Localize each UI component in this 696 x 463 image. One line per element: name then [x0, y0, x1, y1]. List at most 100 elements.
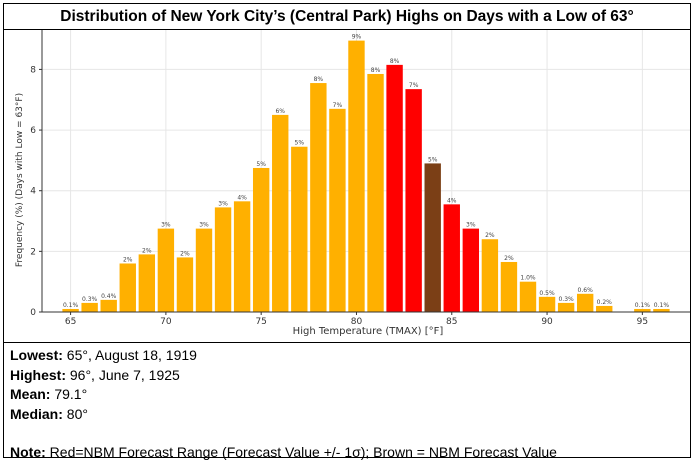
bar-label-70: 3% — [161, 222, 171, 229]
bar-label-73: 3% — [218, 200, 228, 207]
stat-median-value: 80° — [62, 405, 88, 422]
bar-82 — [386, 64, 403, 312]
bar-78 — [310, 83, 327, 312]
figure-frame: Distribution of New York City’s (Central… — [3, 3, 691, 460]
bar-label-85: 4% — [447, 197, 457, 204]
bar-label-67: 0.4% — [101, 293, 117, 300]
x-tick-label: 65 — [65, 317, 76, 327]
stat-lowest-value: 65°, August 18, 1919 — [62, 347, 197, 363]
bar-80 — [348, 40, 365, 313]
stat-lowest: Lowest: 65°, August 18, 1919 — [10, 346, 690, 366]
bar-label-91: 0.3% — [558, 296, 574, 303]
stat-mean-label: Mean: — [10, 386, 51, 403]
bar-label-84: 5% — [428, 156, 438, 163]
x-tick-label: 85 — [446, 317, 457, 327]
bar-label-90: 0.5% — [539, 290, 555, 297]
bar-81 — [367, 73, 384, 312]
bar-label-87: 2% — [485, 232, 495, 239]
x-tick-label: 95 — [637, 317, 648, 327]
bar-86 — [462, 228, 480, 312]
bar-96 — [653, 308, 670, 312]
bar-label-77: 5% — [295, 140, 305, 147]
bar-label-71: 2% — [180, 250, 190, 257]
bar-85 — [443, 204, 460, 312]
bar-label-75: 5% — [256, 161, 266, 168]
bar-labels: 0.1%0.3% 0.4%2%2%3%2%3%3%4%5%6%5%8%7%9%8%… — [63, 34, 669, 309]
bar-label-96: 0.1% — [654, 302, 670, 309]
bar-76 — [272, 114, 289, 313]
bar-label-68: 2% — [123, 256, 133, 263]
bar-70 — [157, 228, 175, 312]
bar-label-79: 7% — [333, 102, 343, 109]
x-tick-label: 70 — [160, 317, 172, 327]
bar-label-93: 0.2% — [597, 299, 613, 306]
x-tick-label: 80 — [351, 317, 363, 327]
bar-79 — [329, 108, 346, 312]
bar-93 — [596, 305, 613, 312]
bar-label-83: 7% — [409, 82, 419, 89]
bar-label-74: 4% — [237, 194, 247, 201]
bar-68 — [119, 263, 136, 312]
bar-label-88: 2% — [504, 255, 514, 262]
y-tick-label: 8 — [30, 65, 36, 75]
bar-88 — [500, 261, 518, 312]
axes: 65 70 75 80 85 90 95 0 2 4 6 8 — [30, 30, 690, 327]
bar-87 — [481, 239, 499, 312]
bar-label-95: 0.1% — [635, 302, 651, 309]
bar-73 — [214, 207, 232, 312]
bar-92 — [576, 293, 594, 312]
y-axis-label: Frequency (%) (Days with Low = 63°F) — [15, 93, 25, 267]
bar-72 — [195, 228, 213, 312]
note-label: Note: — [10, 444, 46, 461]
x-tick-label: 90 — [541, 317, 553, 327]
bar-69 — [138, 254, 156, 312]
bar-label-86: 3% — [466, 222, 476, 229]
stat-highest-value: 96°, June 7, 1925 — [66, 366, 180, 383]
bar-67 — [100, 299, 117, 312]
bar-label-65: 0.1% — [63, 302, 79, 309]
chart-title: Distribution of New York City’s (Central… — [4, 4, 690, 30]
x-axis-label: High Temperature (TMAX) [°F] — [293, 326, 444, 337]
stat-highest: Highest: 96°, June 7, 1925 — [10, 366, 690, 386]
note-text: Red=NBM Forecast Range (Forecast Value +… — [45, 444, 557, 461]
bar-84 — [424, 163, 441, 312]
histogram-chart: 0.1%0.3% 0.4%2%2%3%2%3%3%4%5%6%5%8%7%9%8%… — [15, 30, 690, 337]
grid-lines — [42, 30, 690, 313]
bar-label-92: 0.6% — [578, 287, 594, 294]
bar-label-72: 3% — [199, 222, 209, 229]
bar-label-82: 8% — [390, 58, 400, 65]
bar-90 — [538, 296, 556, 312]
bar-label-89: 1.0% — [520, 275, 536, 282]
bar-91 — [557, 302, 575, 312]
bar-71 — [176, 257, 194, 312]
bar-83 — [405, 89, 422, 312]
bar-95 — [634, 308, 651, 312]
stat-mean: Mean: 79.1° — [10, 385, 690, 405]
bar-label-81: 8% — [371, 67, 381, 74]
stat-highest-label: Highest: — [10, 366, 66, 383]
y-tick-label: 4 — [30, 187, 36, 197]
bar-77 — [291, 146, 308, 312]
y-tick-label: 2 — [30, 247, 36, 257]
stat-median: Median: 80° — [10, 405, 690, 425]
bar-75 — [252, 167, 270, 312]
bar-89 — [519, 281, 537, 312]
bar-65 — [62, 308, 79, 312]
chart-note: Note: Red=NBM Forecast Range (Forecast V… — [10, 443, 690, 463]
bar-label-69: 2% — [142, 247, 152, 254]
bar-label-76: 6% — [275, 108, 285, 115]
stat-median-label: Median: — [10, 405, 63, 422]
stat-mean-value: 79.1° — [50, 386, 88, 403]
bars — [62, 40, 670, 313]
bar-66 — [81, 302, 98, 312]
bar-label-80: 9% — [352, 34, 362, 41]
stat-lowest-label: Lowest: — [10, 347, 63, 363]
bar-label-78: 8% — [314, 76, 324, 83]
stats-panel: Lowest: 65°, August 18, 1919 Highest: 96… — [4, 342, 690, 460]
y-tick-label: 0 — [30, 308, 36, 318]
bar-74 — [233, 201, 251, 312]
y-tick-label: 6 — [30, 126, 36, 136]
x-tick-label: 75 — [255, 317, 266, 327]
chart-area: 0.1% 0.3% 0.4% 2% 2% 3% 2% 3% 3% 4% 5% 6% 5% 8% 7% 9% 8%… — [4, 30, 690, 342]
bar-label-66: 0.3% — [82, 296, 98, 303]
